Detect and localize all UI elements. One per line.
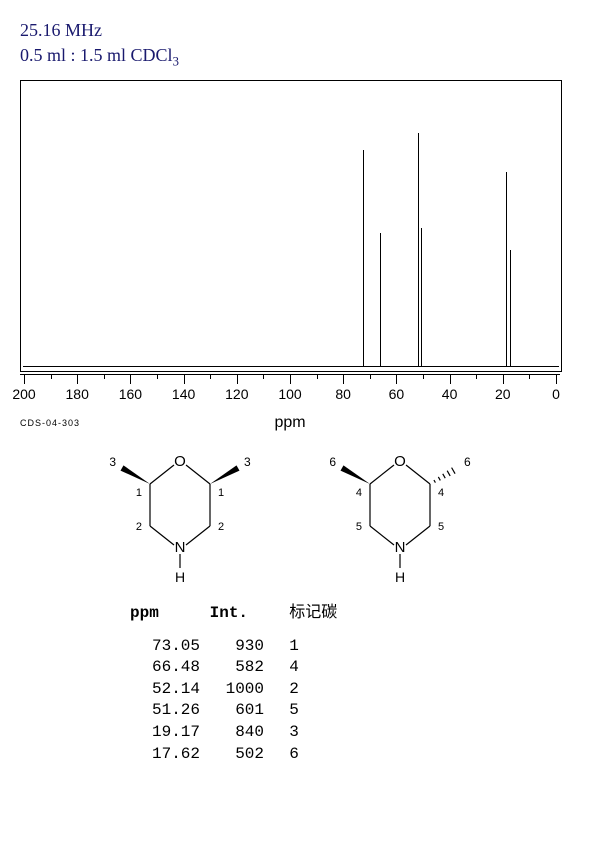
spectrum-peak xyxy=(363,150,364,367)
axis-tick-label: 20 xyxy=(495,386,511,402)
cell-int: 601 xyxy=(200,700,264,722)
cell-carbon: 5 xyxy=(264,700,324,722)
svg-text:6: 6 xyxy=(329,455,336,469)
axis-tick xyxy=(450,374,451,384)
svg-text:4: 4 xyxy=(356,487,362,499)
axis-tick-label: 180 xyxy=(66,386,89,402)
table-row: 19.178403 xyxy=(130,722,575,744)
cell-carbon: 3 xyxy=(264,722,324,744)
svg-text:H: H xyxy=(395,569,405,585)
axis-tick-label: 0 xyxy=(552,386,560,402)
axis-tick xyxy=(51,374,52,379)
axis-tick-label: 80 xyxy=(335,386,351,402)
svg-text:1: 1 xyxy=(218,487,224,499)
molecule-right: O NH 6 6 4 4 5 5 xyxy=(320,442,480,592)
axis-tick xyxy=(556,374,557,384)
axis-tick xyxy=(396,374,397,384)
col-carbon: 标记碳 xyxy=(283,598,343,622)
svg-text:3: 3 xyxy=(109,455,116,469)
axis-tick xyxy=(503,374,504,384)
axis-tick xyxy=(529,374,530,379)
spectrum-peak xyxy=(380,233,381,366)
svg-text:O: O xyxy=(174,453,186,470)
cell-int: 1000 xyxy=(200,679,264,701)
col-int: Int. xyxy=(210,604,274,622)
axis-tick-label: 120 xyxy=(225,386,248,402)
axis-tick xyxy=(24,374,25,384)
code-label: CDS-04-303 xyxy=(20,418,80,428)
svg-text:1: 1 xyxy=(136,487,142,499)
axis-tick-label: 160 xyxy=(119,386,142,402)
spectrum-peak xyxy=(418,133,419,367)
axis-tick xyxy=(370,374,371,379)
table-row: 73.059301 xyxy=(130,636,575,658)
cell-carbon: 4 xyxy=(264,657,324,679)
cell-carbon: 2 xyxy=(264,679,324,701)
axis-tick xyxy=(476,374,477,379)
axis-tick xyxy=(317,374,318,379)
axis-tick-label: 40 xyxy=(442,386,458,402)
solvent-line: 0.5 ml : 1.5 ml CDCl3 xyxy=(20,45,575,70)
peak-table: ppm Int. 标记碳 73.05930166.48582452.141000… xyxy=(130,598,575,766)
molecule-left: O NH 3 3 1 1 2 2 xyxy=(100,442,260,592)
svg-text:2: 2 xyxy=(218,521,224,533)
svg-text:O: O xyxy=(394,453,406,470)
svg-text:H: H xyxy=(175,569,185,585)
molecule-diagrams: ONH331122 ONH664455 xyxy=(100,442,575,592)
axis-tick xyxy=(343,374,344,384)
cell-int: 840 xyxy=(200,722,264,744)
table-header-row: ppm Int. 标记碳 xyxy=(130,598,575,622)
svg-text:N: N xyxy=(395,539,406,556)
cell-ppm: 52.14 xyxy=(130,679,200,701)
cell-ppm: 73.05 xyxy=(130,636,200,658)
axis-tick-label: 200 xyxy=(12,386,35,402)
svg-text:4: 4 xyxy=(438,487,444,499)
col-ppm: ppm xyxy=(130,604,200,622)
axis-title: ppm xyxy=(80,414,500,432)
table-row: 52.1410002 xyxy=(130,679,575,701)
cell-ppm: 66.48 xyxy=(130,657,200,679)
axis-tick xyxy=(157,374,158,379)
freq-line: 25.16 MHz xyxy=(20,20,575,41)
table-row: 51.266015 xyxy=(130,700,575,722)
svg-text:5: 5 xyxy=(356,521,362,533)
axis-tick-label: 100 xyxy=(278,386,301,402)
svg-text:3: 3 xyxy=(244,455,251,469)
solvent-subscript: 3 xyxy=(173,54,180,69)
axis-tick xyxy=(77,374,78,384)
spectrum-peak xyxy=(506,172,507,367)
axis-tick xyxy=(290,374,291,384)
axis-tick xyxy=(210,374,211,379)
axis-tick xyxy=(184,374,185,384)
axis-tick xyxy=(423,374,424,379)
axis-tick xyxy=(237,374,238,384)
spectrum-peak xyxy=(510,250,511,367)
axis-tick-label: 60 xyxy=(389,386,405,402)
cell-int: 930 xyxy=(200,636,264,658)
cell-carbon: 6 xyxy=(264,744,324,766)
solvent-text: 0.5 ml : 1.5 ml CDCl xyxy=(20,45,173,65)
spectrum-plot xyxy=(20,80,562,372)
axis-tick xyxy=(263,374,264,379)
table-row: 17.625026 xyxy=(130,744,575,766)
axis-tick xyxy=(104,374,105,379)
cell-ppm: 17.62 xyxy=(130,744,200,766)
cell-int: 582 xyxy=(200,657,264,679)
baseline xyxy=(23,366,559,367)
spectrum-peak xyxy=(421,228,422,367)
cell-ppm: 51.26 xyxy=(130,700,200,722)
axis-tick xyxy=(130,374,131,384)
cell-int: 502 xyxy=(200,744,264,766)
svg-text:6: 6 xyxy=(464,455,471,469)
cell-ppm: 19.17 xyxy=(130,722,200,744)
cell-carbon: 1 xyxy=(264,636,324,658)
axis-tick-label: 140 xyxy=(172,386,195,402)
svg-text:N: N xyxy=(175,539,186,556)
svg-text:5: 5 xyxy=(438,521,444,533)
table-row: 66.485824 xyxy=(130,657,575,679)
x-axis: 020406080100120140160180200 xyxy=(20,374,560,414)
svg-text:2: 2 xyxy=(136,521,142,533)
